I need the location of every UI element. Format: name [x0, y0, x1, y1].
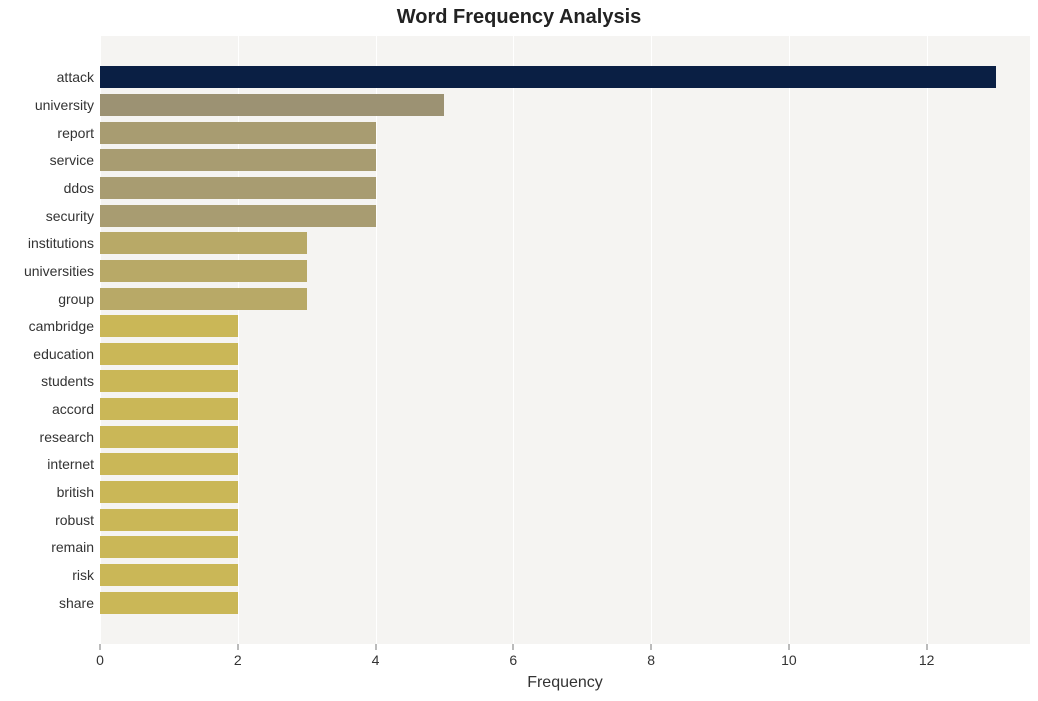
row-stripe — [100, 616, 1030, 644]
bar — [100, 66, 996, 88]
bar — [100, 122, 376, 144]
y-tick-label: british — [57, 485, 94, 499]
chart-title: Word Frequency Analysis — [0, 6, 1038, 29]
bar — [100, 398, 238, 420]
bar — [100, 315, 238, 337]
x-tick-mark — [926, 644, 927, 650]
bar — [100, 288, 307, 310]
grid-line — [789, 36, 790, 644]
bar — [100, 592, 238, 614]
grid-line — [376, 36, 377, 644]
x-tick-label: 6 — [509, 652, 517, 668]
y-tick-label: institutions — [28, 236, 94, 250]
x-tick-label: 2 — [234, 652, 242, 668]
x-tick-label: 4 — [372, 652, 380, 668]
row-stripe — [100, 533, 1030, 561]
grid-line — [927, 36, 928, 644]
bar — [100, 205, 376, 227]
x-tick-label: 8 — [647, 652, 655, 668]
bar — [100, 177, 376, 199]
row-stripe — [100, 368, 1030, 396]
y-tick-label: ddos — [64, 181, 94, 195]
y-tick-label: group — [58, 292, 94, 306]
x-tick-mark — [788, 644, 789, 650]
y-tick-label: research — [40, 430, 94, 444]
row-stripe — [100, 340, 1030, 368]
row-stripe — [100, 561, 1030, 589]
row-stripe — [100, 451, 1030, 479]
chart-container: Word Frequency Analysis Frequency attack… — [0, 0, 1038, 701]
y-tick-label: risk — [72, 568, 94, 582]
row-stripe — [100, 36, 1030, 64]
bar — [100, 370, 238, 392]
y-tick-label: robust — [55, 513, 94, 527]
y-tick-label: students — [41, 374, 94, 388]
bar — [100, 509, 238, 531]
y-tick-label: share — [59, 596, 94, 610]
bar — [100, 564, 238, 586]
y-tick-label: education — [33, 347, 94, 361]
grid-line — [651, 36, 652, 644]
row-stripe — [100, 506, 1030, 534]
bar — [100, 481, 238, 503]
y-tick-label: cambridge — [29, 319, 94, 333]
y-tick-label: universities — [24, 264, 94, 278]
y-tick-label: security — [46, 209, 94, 223]
plot-area — [100, 36, 1030, 644]
grid-line — [513, 36, 514, 644]
y-tick-label: accord — [52, 402, 94, 416]
bar — [100, 94, 444, 116]
row-stripe — [100, 478, 1030, 506]
x-tick-label: 10 — [781, 652, 797, 668]
y-tick-label: service — [50, 153, 94, 167]
x-tick-label: 0 — [96, 652, 104, 668]
bar — [100, 232, 307, 254]
row-stripe — [100, 395, 1030, 423]
row-stripe — [100, 312, 1030, 340]
y-tick-label: attack — [57, 70, 94, 84]
x-tick-mark — [237, 644, 238, 650]
x-tick-mark — [513, 644, 514, 650]
x-tick-mark — [375, 644, 376, 650]
bar — [100, 260, 307, 282]
y-tick-label: university — [35, 98, 94, 112]
x-tick-mark — [100, 644, 101, 650]
y-tick-label: report — [57, 126, 94, 140]
bar — [100, 343, 238, 365]
bar — [100, 453, 238, 475]
bar — [100, 426, 238, 448]
x-tick-mark — [651, 644, 652, 650]
row-stripe — [100, 589, 1030, 617]
y-tick-label: internet — [47, 457, 94, 471]
bar — [100, 536, 238, 558]
bar — [100, 149, 376, 171]
y-tick-label: remain — [51, 540, 94, 554]
x-axis-label: Frequency — [100, 674, 1030, 692]
row-stripe — [100, 423, 1030, 451]
x-tick-label: 12 — [919, 652, 935, 668]
